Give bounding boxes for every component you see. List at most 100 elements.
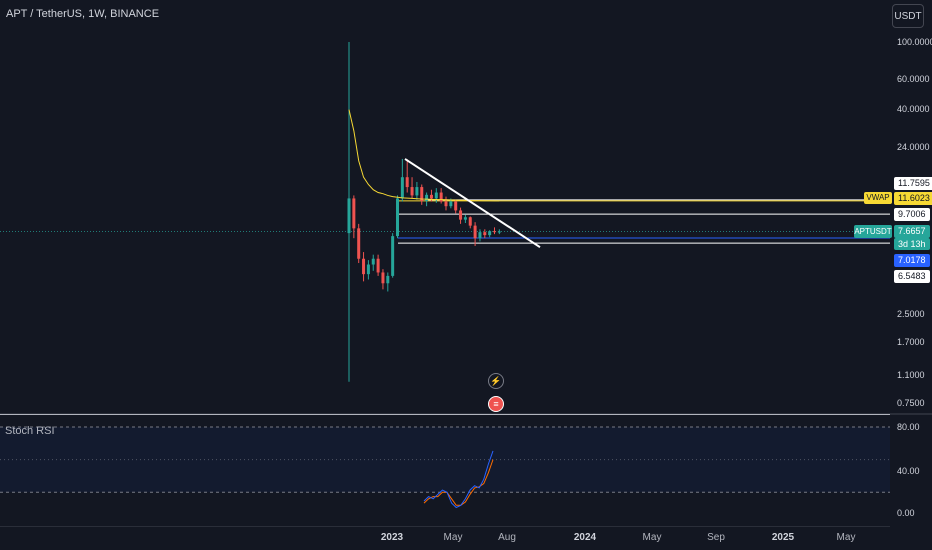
- level-label: 11.7595: [894, 177, 932, 190]
- level-label: 6.5483: [894, 270, 930, 283]
- candle: [362, 252, 366, 282]
- candle-body: [444, 201, 448, 207]
- chart-title: APT / TetherUS, 1W, BINANCE: [6, 8, 160, 20]
- candle-body: [410, 187, 414, 196]
- stoch-k-line: [423, 450, 494, 509]
- candle-body: [400, 177, 404, 199]
- time-tick: May: [443, 532, 463, 543]
- candle-body: [439, 192, 443, 202]
- time-tick: May: [836, 532, 856, 543]
- stoch-rsi-pane[interactable]: [0, 426, 890, 509]
- price-tick: 100.0000: [897, 37, 932, 47]
- currency-button[interactable]: USDT: [892, 4, 924, 28]
- candle: [483, 229, 487, 239]
- vwap-line: [348, 109, 500, 202]
- time-tick: 2024: [573, 532, 597, 543]
- price-tick: 24.0000: [897, 142, 930, 152]
- stoch-tick: 0.00: [897, 508, 915, 518]
- candle-body: [366, 264, 370, 275]
- candle: [488, 230, 492, 238]
- candle: [400, 158, 404, 202]
- candle: [371, 254, 375, 271]
- candle: [405, 159, 409, 193]
- stoch-tick: 80.00: [897, 422, 920, 432]
- level-label: 9.7006: [894, 208, 930, 221]
- candle-body: [357, 228, 361, 259]
- candle: [410, 177, 414, 199]
- candle-body: [473, 225, 477, 239]
- candle-body: [459, 210, 463, 220]
- time-tick: Aug: [498, 532, 516, 543]
- price-pane[interactable]: [0, 42, 890, 382]
- candle: [463, 214, 467, 224]
- candle-body: [396, 198, 399, 237]
- candle-body: [429, 194, 433, 199]
- candle: [381, 269, 385, 290]
- candle: [357, 223, 361, 264]
- candle: [478, 229, 482, 242]
- candle-body: [483, 232, 487, 236]
- candle-body: [425, 194, 429, 201]
- level-label: 7.0178: [894, 254, 930, 267]
- candle: [386, 272, 390, 292]
- candle-body: [434, 192, 438, 199]
- us-flag-icon[interactable]: ≡: [488, 396, 504, 412]
- candle-body: [478, 232, 482, 239]
- candle-body: [362, 258, 366, 275]
- time-tick: 2025: [771, 532, 795, 543]
- bar-countdown: 3d 13h: [894, 238, 930, 250]
- candle: [391, 233, 395, 278]
- time-tick: May: [642, 532, 662, 543]
- candle-body: [347, 198, 351, 234]
- candle: [454, 199, 458, 214]
- candle: [376, 254, 380, 276]
- price-tick: 2.5000: [897, 309, 925, 319]
- candle-body: [497, 231, 501, 233]
- vwap-value-label: 11.6023: [894, 192, 932, 205]
- candle-body: [376, 258, 380, 273]
- price-tick: 1.1000: [897, 370, 925, 380]
- candle: [366, 260, 370, 280]
- price-tick: 0.7500: [897, 398, 925, 408]
- candle: [468, 216, 472, 229]
- stoch-tick: 40.00: [897, 466, 920, 476]
- candle: [434, 188, 438, 203]
- candle: [439, 188, 443, 204]
- candle-body: [420, 187, 424, 201]
- candle-body: [468, 217, 472, 226]
- symbol-label: APTUSDT: [854, 225, 892, 238]
- candle-body: [488, 231, 492, 236]
- candle: [459, 207, 463, 224]
- price-tick: 40.0000: [897, 104, 930, 114]
- candle: [420, 184, 424, 205]
- vwap-label: VWAP: [864, 192, 892, 204]
- candle-body: [449, 201, 453, 207]
- candle: [497, 229, 501, 235]
- time-tick: Sep: [707, 532, 725, 543]
- lightning-icon[interactable]: ⚡: [488, 373, 504, 389]
- trendline: [404, 158, 541, 248]
- candle: [396, 195, 399, 239]
- candle-body: [454, 201, 458, 211]
- candle: [473, 222, 477, 246]
- candle-body: [352, 198, 356, 229]
- candle: [444, 196, 448, 211]
- candle-body: [386, 275, 390, 284]
- candle-body: [463, 217, 467, 220]
- last-price-label: 7.6657: [894, 225, 930, 238]
- candle-body: [381, 272, 385, 284]
- candle: [493, 227, 496, 235]
- candle-body: [493, 231, 496, 233]
- candle: [415, 181, 419, 200]
- price-tick: 1.7000: [897, 337, 925, 347]
- time-tick: 2023: [380, 532, 404, 543]
- candle: [347, 42, 351, 382]
- candle-body: [371, 258, 375, 265]
- candle-body: [405, 177, 409, 188]
- price-tick: 60.0000: [897, 74, 930, 84]
- candle-body: [415, 187, 419, 196]
- candle: [352, 195, 356, 239]
- candle-body: [391, 236, 395, 276]
- indicator-label[interactable]: Stoch RSI: [5, 425, 55, 437]
